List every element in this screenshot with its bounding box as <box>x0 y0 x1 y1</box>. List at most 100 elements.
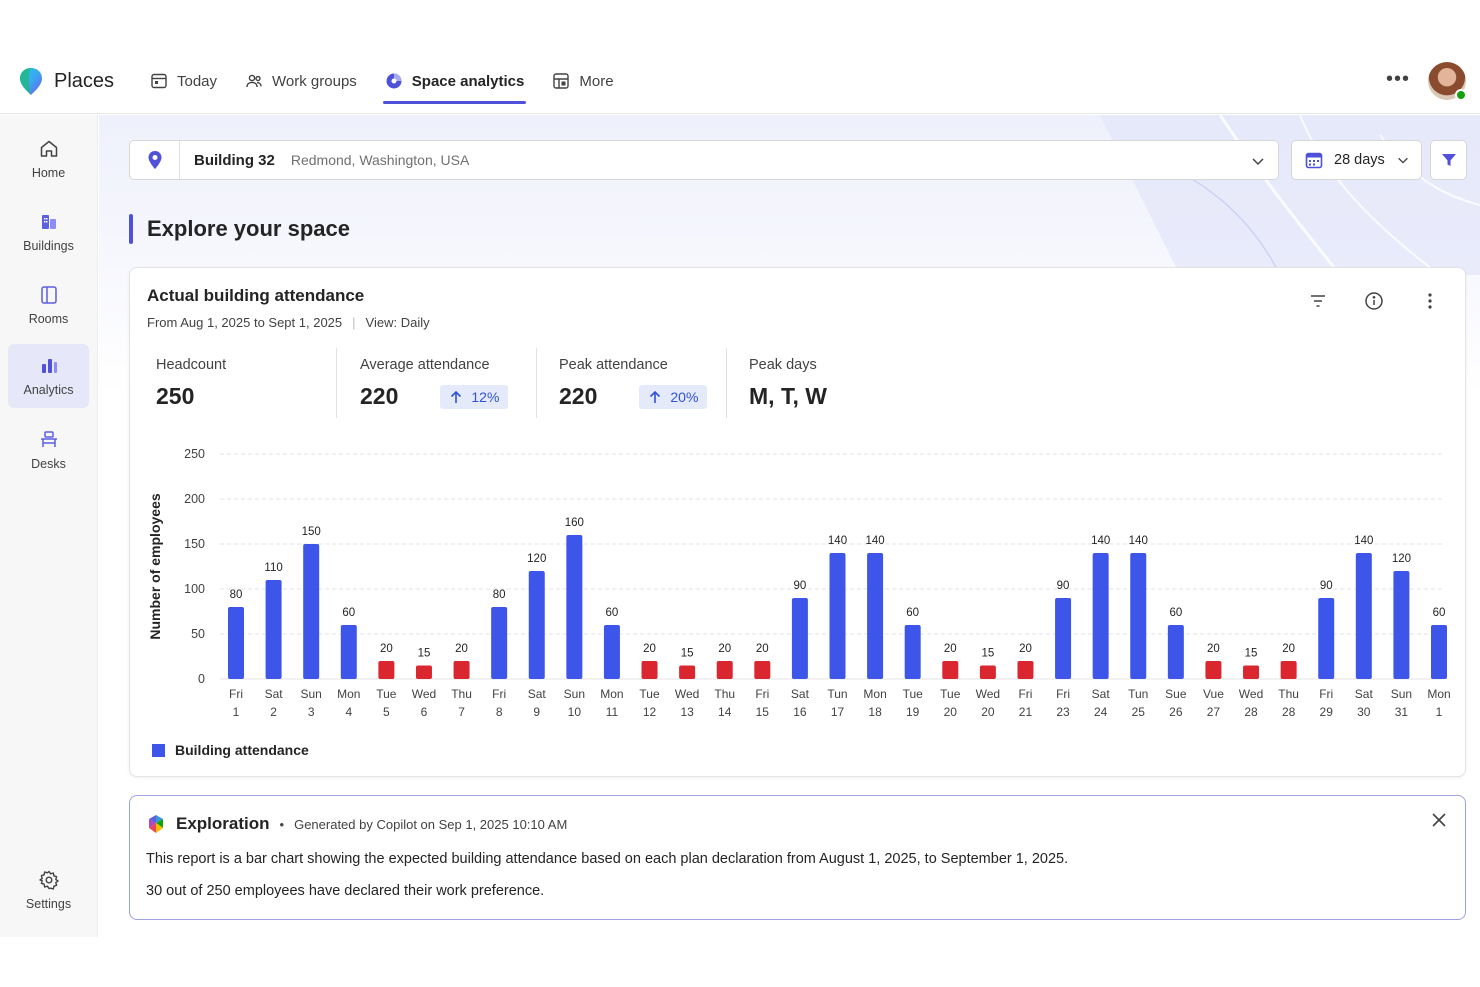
data-label: 20 <box>756 643 769 655</box>
nav-label: Work groups <box>272 72 357 90</box>
data-label: 160 <box>565 517 584 529</box>
main-content: Building 32 Redmond, Washington, USA 28 … <box>99 115 1480 937</box>
x-tick-date: 9 <box>533 705 540 719</box>
x-tick-date: 1 <box>1436 705 1443 719</box>
rail-label: Desks <box>31 457 66 471</box>
x-tick-day: Tue <box>903 687 924 701</box>
analytics-icon <box>41 359 57 373</box>
data-label: 90 <box>1057 580 1070 592</box>
data-label: 15 <box>418 648 431 660</box>
card-subtitle: From Aug 1, 2025 to Sept 1, 2025 | View:… <box>147 315 430 330</box>
building-selector[interactable]: Building 32 Redmond, Washington, USA <box>129 140 1279 180</box>
presence-available-icon <box>1455 89 1467 101</box>
top-nav: Today Work groups Space analytics More <box>136 48 628 114</box>
info-icon[interactable] <box>1363 290 1385 312</box>
nav-label: Today <box>177 72 218 90</box>
delta-value: 20% <box>670 388 699 405</box>
page-title: Explore your space <box>129 214 350 244</box>
x-tick-date: 8 <box>496 705 503 719</box>
filter-lines-icon[interactable] <box>1307 290 1329 312</box>
rail-item-buildings[interactable]: Buildings <box>8 200 89 264</box>
rail-item-settings[interactable]: Settings <box>8 858 89 922</box>
data-label: 120 <box>1392 553 1411 565</box>
bar <box>641 661 658 679</box>
stat-label: Peak attendance <box>559 357 668 373</box>
exploration-title: Exploration <box>176 814 270 833</box>
rail-item-home[interactable]: Home <box>8 127 89 191</box>
x-tick-day: Wed <box>976 687 1000 701</box>
nav-work-groups[interactable]: Work groups <box>231 48 371 114</box>
bar <box>904 625 921 679</box>
bar <box>679 665 696 679</box>
date-range-text: From Aug 1, 2025 to Sept 1, 2025 <box>147 315 343 330</box>
bar <box>340 625 357 679</box>
rail-label: Settings <box>25 897 72 911</box>
nav-space-analytics[interactable]: Space analytics <box>371 48 539 114</box>
x-tick-date: 30 <box>1357 705 1371 719</box>
x-tick-date: 15 <box>756 705 770 719</box>
x-tick-date: 21 <box>1019 705 1033 719</box>
x-tick-date: 6 <box>421 705 428 719</box>
x-tick-day: Sue <box>1165 687 1187 701</box>
x-tick-day: Sat <box>1355 687 1374 701</box>
x-tick-date: 28 <box>1244 705 1258 719</box>
bar <box>303 544 320 679</box>
people-icon <box>246 74 262 88</box>
data-label: 90 <box>1320 580 1333 592</box>
rail-item-rooms[interactable]: Rooms <box>8 273 89 337</box>
exploration-panel: Exploration • Generated by Copilot on Se… <box>129 795 1466 920</box>
chevron-down-icon <box>1252 158 1264 166</box>
grid-icon <box>553 73 570 89</box>
stat-label: Peak days <box>749 357 817 373</box>
bar <box>867 553 884 679</box>
close-icon[interactable] <box>1431 812 1447 833</box>
bar <box>791 598 808 679</box>
data-label: 20 <box>718 643 731 655</box>
x-tick-day: Wed <box>412 687 436 701</box>
data-label: 20 <box>1207 643 1220 655</box>
data-label: 140 <box>1091 535 1110 547</box>
bar <box>829 553 846 679</box>
x-tick-day: Mon <box>337 687 360 701</box>
stat-peak-days: Peak days M, T, W <box>749 348 827 418</box>
left-rail: Home Buildings Rooms Analytics Desks Set… <box>0 115 98 937</box>
nav-more[interactable]: More <box>538 48 627 114</box>
data-label: 15 <box>681 648 694 660</box>
more-vertical-icon[interactable] <box>1419 290 1441 312</box>
filter-button[interactable] <box>1430 140 1467 180</box>
rail-item-desks[interactable]: Desks <box>8 418 89 482</box>
view-text: View: Daily <box>365 315 430 330</box>
card-actions <box>1307 290 1441 312</box>
copilot-icon <box>149 815 163 833</box>
legend-swatch <box>152 743 165 757</box>
bar <box>1393 571 1410 679</box>
stat-value: 250 <box>156 383 195 409</box>
x-tick-date: 19 <box>906 705 920 719</box>
chevron-down-icon <box>1397 157 1408 164</box>
rail-item-analytics[interactable]: Analytics <box>8 344 89 408</box>
delta-badge: 20% <box>639 384 708 409</box>
stat-label: Average attendance <box>360 357 490 373</box>
nav-today[interactable]: Today <box>136 48 231 114</box>
stat-value: M, T, W <box>749 383 827 409</box>
rail-label: Home <box>31 166 66 180</box>
x-tick-date: 4 <box>345 705 352 719</box>
analytics-icon <box>386 73 402 89</box>
x-tick-day: Fri <box>1056 687 1070 701</box>
date-range-dropdown[interactable]: 28 days <box>1291 140 1422 180</box>
bar <box>453 661 470 679</box>
x-tick-day: Thu <box>714 687 735 701</box>
brand[interactable]: Places <box>18 66 114 96</box>
data-label: 120 <box>527 553 546 565</box>
calendar-icon <box>1305 152 1323 169</box>
location-pin-icon <box>130 141 180 179</box>
avatar[interactable] <box>1428 62 1467 101</box>
y-tick-label: 150 <box>184 537 205 551</box>
x-tick-day: Sun <box>301 687 322 701</box>
more-options-icon[interactable]: ••• <box>1385 68 1410 90</box>
data-label: 80 <box>230 589 243 601</box>
filter-icon <box>1441 154 1456 166</box>
page-title-text: Explore your space <box>147 216 350 241</box>
desk-icon <box>40 431 57 447</box>
bar <box>603 625 620 679</box>
